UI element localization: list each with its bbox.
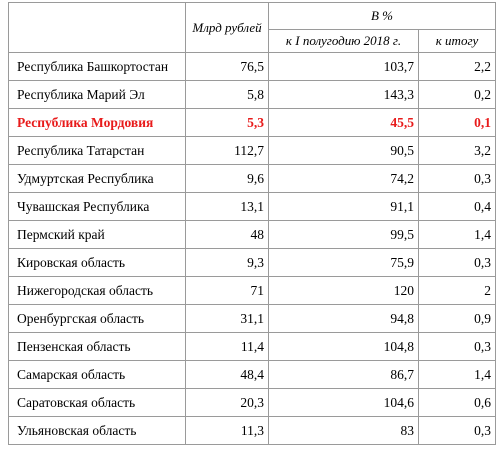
value-cell[interactable]: 20,3 xyxy=(185,388,269,417)
table-body: Республика Башкортостан 76,5 103,7 2,2 Респу… xyxy=(8,52,496,445)
pct-half-year-cell[interactable]: 75,9 xyxy=(268,248,419,277)
pct-total-cell[interactable]: 0,3 xyxy=(418,164,496,193)
region-cell[interactable]: Саратовская область xyxy=(8,388,186,417)
pct-half-year-cell[interactable]: 86,7 xyxy=(268,360,419,389)
pct-total-cell[interactable]: 0,6 xyxy=(418,388,496,417)
pct-total-cell[interactable]: 0,3 xyxy=(418,332,496,361)
region-cell[interactable]: Чувашская Республика xyxy=(8,192,186,221)
table-row: Ульяновская область 11,3 83 0,3 xyxy=(8,416,496,445)
pct-half-year-cell[interactable]: 94,8 xyxy=(268,304,419,333)
region-cell[interactable]: Оренбургская область xyxy=(8,304,186,333)
pct-total-cell[interactable]: 2 xyxy=(418,276,496,305)
table-row: Чувашская Республика 13,1 91,1 0,4 xyxy=(8,192,496,221)
pct-half-year-cell[interactable]: 104,8 xyxy=(268,332,419,361)
pct-total-cell[interactable]: 1,4 xyxy=(418,220,496,249)
header-to-total[interactable]: к итогу xyxy=(418,29,496,53)
table-row: Кировская область 9,3 75,9 0,3 xyxy=(8,248,496,277)
value-cell[interactable]: 5,3 xyxy=(185,108,269,137)
table-row: Пензенская область 11,4 104,8 0,3 xyxy=(8,332,496,361)
region-cell[interactable]: Республика Марий Эл xyxy=(8,80,186,109)
header-percent-group[interactable]: В % xyxy=(268,2,496,30)
region-cell[interactable]: Пензенская область xyxy=(8,332,186,361)
pct-total-cell[interactable]: 0,2 xyxy=(418,80,496,109)
table-row: Пермский край 48 99,5 1,4 xyxy=(8,220,496,249)
value-cell[interactable]: 9,3 xyxy=(185,248,269,277)
value-cell[interactable]: 11,3 xyxy=(185,416,269,445)
value-cell[interactable]: 112,7 xyxy=(185,136,269,165)
region-cell[interactable]: Ульяновская область xyxy=(8,416,186,445)
pct-total-cell[interactable]: 0,1 xyxy=(418,108,496,137)
region-cell[interactable]: Республика Башкортостан xyxy=(8,52,186,81)
value-cell[interactable]: 76,5 xyxy=(185,52,269,81)
table-row: Самарская область 48,4 86,7 1,4 xyxy=(8,360,496,389)
value-cell[interactable]: 11,4 xyxy=(185,332,269,361)
region-cell[interactable]: Республика Мордовия xyxy=(8,108,186,137)
table-row: Оренбургская область 31,1 94,8 0,9 xyxy=(8,304,496,333)
table-row: Саратовская область 20,3 104,6 0,6 xyxy=(8,388,496,417)
header-empty-cell[interactable] xyxy=(8,2,186,53)
pct-total-cell[interactable]: 0,3 xyxy=(418,248,496,277)
pct-total-cell[interactable]: 0,4 xyxy=(418,192,496,221)
table-row: Республика Мордовия 5,3 45,5 0,1 xyxy=(8,108,496,137)
pct-half-year-cell[interactable]: 104,6 xyxy=(268,388,419,417)
region-cell[interactable]: Нижегородская область xyxy=(8,276,186,305)
value-cell[interactable]: 13,1 xyxy=(185,192,269,221)
pct-half-year-cell[interactable]: 91,1 xyxy=(268,192,419,221)
pct-half-year-cell[interactable]: 90,5 xyxy=(268,136,419,165)
regions-table: Млрд рублей В % к I полугодию 2018 г. к … xyxy=(8,2,496,445)
value-cell[interactable]: 5,8 xyxy=(185,80,269,109)
header-to-half-year[interactable]: к I полугодию 2018 г. xyxy=(268,29,419,53)
pct-half-year-cell[interactable]: 99,5 xyxy=(268,220,419,249)
region-cell[interactable]: Кировская область xyxy=(8,248,186,277)
table-row: Республика Марий Эл 5,8 143,3 0,2 xyxy=(8,80,496,109)
value-cell[interactable]: 71 xyxy=(185,276,269,305)
region-cell[interactable]: Республика Татарстан xyxy=(8,136,186,165)
table-row: Республика Татарстан 112,7 90,5 3,2 xyxy=(8,136,496,165)
pct-total-cell[interactable]: 3,2 xyxy=(418,136,496,165)
pct-half-year-cell[interactable]: 83 xyxy=(268,416,419,445)
pct-total-cell[interactable]: 0,3 xyxy=(418,416,496,445)
pct-half-year-cell[interactable]: 45,5 xyxy=(268,108,419,137)
value-cell[interactable]: 48 xyxy=(185,220,269,249)
pct-half-year-cell[interactable]: 143,3 xyxy=(268,80,419,109)
pct-total-cell[interactable]: 0,9 xyxy=(418,304,496,333)
pct-half-year-cell[interactable]: 120 xyxy=(268,276,419,305)
table-row: Нижегородская область 71 120 2 xyxy=(8,276,496,305)
pct-half-year-cell[interactable]: 103,7 xyxy=(268,52,419,81)
region-cell[interactable]: Удмуртская Республика xyxy=(8,164,186,193)
pct-half-year-cell[interactable]: 74,2 xyxy=(268,164,419,193)
pct-total-cell[interactable]: 2,2 xyxy=(418,52,496,81)
table-row: Удмуртская Республика 9,6 74,2 0,3 xyxy=(8,164,496,193)
pct-total-cell[interactable]: 1,4 xyxy=(418,360,496,389)
header-mlrd-rubles[interactable]: Млрд рублей xyxy=(185,2,269,53)
value-cell[interactable]: 48,4 xyxy=(185,360,269,389)
value-cell[interactable]: 9,6 xyxy=(185,164,269,193)
table-row: Республика Башкортостан 76,5 103,7 2,2 xyxy=(8,52,496,81)
value-cell[interactable]: 31,1 xyxy=(185,304,269,333)
region-cell[interactable]: Пермский край xyxy=(8,220,186,249)
region-cell[interactable]: Самарская область xyxy=(8,360,186,389)
